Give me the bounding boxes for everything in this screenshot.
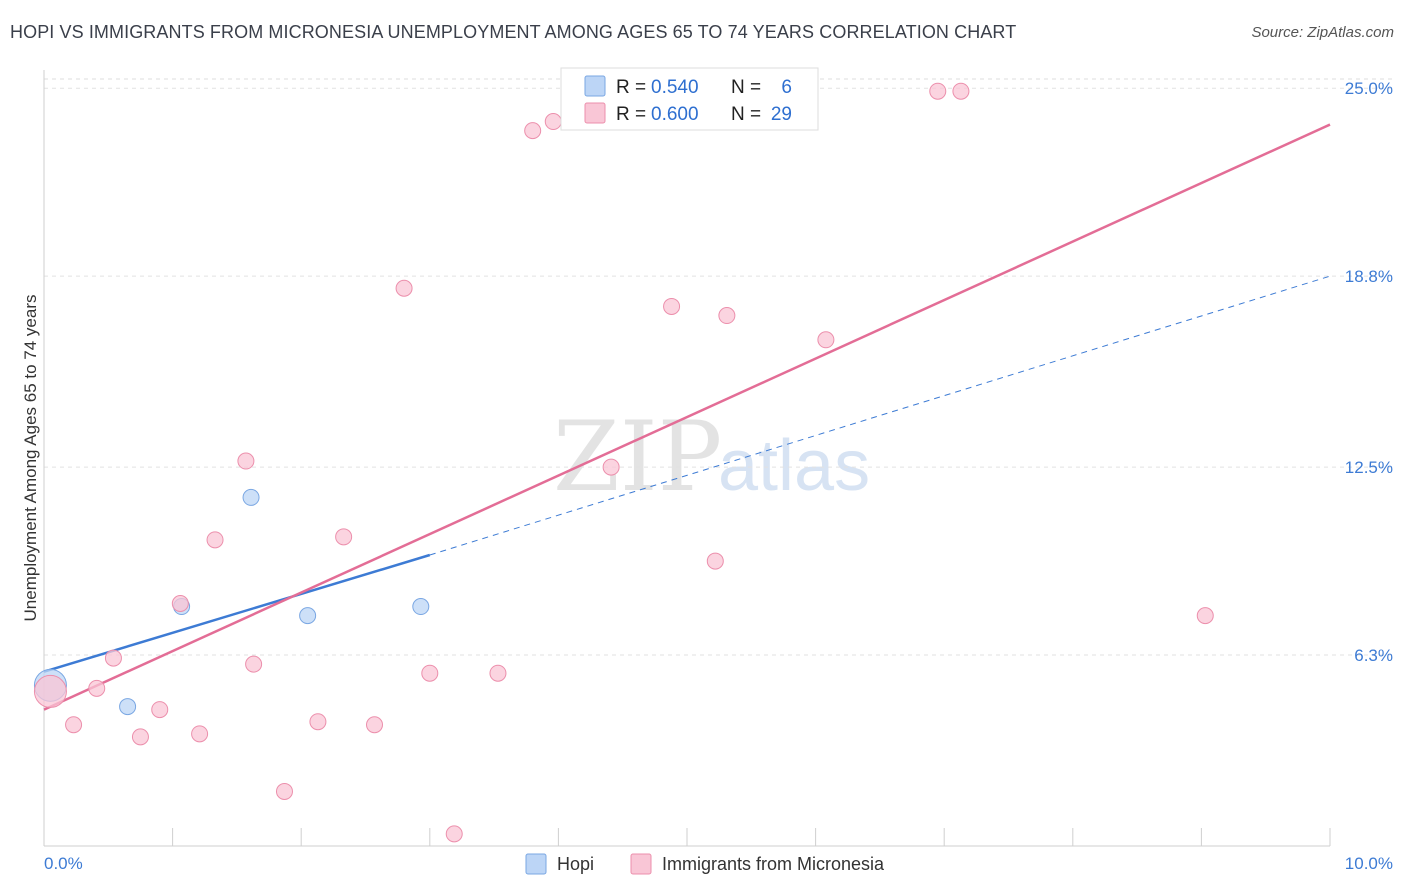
hopi-n-label: N =: [731, 77, 761, 98]
micronesia-point-17: [445, 825, 463, 843]
y-tick-label-2: 18.8%: [1345, 267, 1393, 286]
micronesia-point-21: [602, 458, 620, 476]
micronesia-point-12: [309, 713, 327, 731]
source-credit: Source: ZipAtlas.com: [1251, 24, 1394, 41]
data-points: [33, 82, 1214, 843]
watermark-zip: ZIP: [553, 401, 722, 513]
micronesia-point-23: [706, 552, 724, 570]
micronesia-point-4: [131, 728, 149, 746]
hopi-n-value: 6: [781, 77, 792, 98]
legend-hopi-swatch: [525, 853, 547, 875]
hopi-point-4: [299, 607, 317, 625]
trend-line-0: [43, 553, 431, 673]
tick-labels: 6.3% 12.5% 18.8% 25.0% 0.0% 10.0%: [44, 79, 1393, 873]
micronesia-point-24: [718, 307, 736, 325]
trend-line-1: [43, 123, 1331, 711]
axes: [43, 70, 1330, 847]
micronesia-point-16: [421, 664, 439, 682]
micronesia-point-27: [952, 82, 970, 100]
micronesia-n-value: 29: [771, 104, 792, 125]
micronesia-point-25: [817, 331, 835, 349]
micronesia-point-8: [206, 531, 224, 549]
hopi-swatch: [584, 75, 606, 97]
hopi-point-1: [119, 698, 137, 716]
x-tick-label-0: 0.0%: [44, 854, 83, 873]
y-tick-label-3: 25.0%: [1345, 79, 1393, 98]
legend-micronesia-label: Immigrants from Micronesia: [662, 854, 885, 874]
micronesia-point-15: [395, 279, 413, 297]
micronesia-point-5: [151, 701, 169, 719]
micronesia-r-value: 0.600: [651, 104, 699, 125]
hopi-point-5: [412, 598, 430, 616]
micronesia-point-0: [33, 674, 67, 708]
micronesia-point-11: [275, 782, 293, 800]
micronesia-point-6: [171, 595, 189, 612]
legend-hopi-label: Hopi: [557, 854, 594, 874]
hopi-r-value: 0.540: [651, 77, 699, 98]
trend-extension-0: [429, 275, 1331, 556]
micronesia-point-18: [489, 664, 507, 682]
micronesia-point-20: [544, 113, 562, 131]
legend-micronesia-swatch: [630, 853, 652, 875]
micronesia-point-26: [929, 82, 947, 100]
y-tick-label-1: 12.5%: [1345, 458, 1393, 477]
x-tick-label-1: 10.0%: [1345, 854, 1393, 873]
micronesia-point-7: [191, 725, 209, 743]
micronesia-point-10: [245, 655, 263, 673]
y-tick-label-0: 6.3%: [1354, 646, 1393, 665]
hopi-point-3: [242, 488, 260, 506]
micronesia-point-19: [524, 122, 542, 140]
chart-title: HOPI VS IMMIGRANTS FROM MICRONESIA UNEMP…: [10, 22, 1017, 42]
watermark-atlas: atlas: [718, 426, 870, 506]
micronesia-point-1: [65, 716, 83, 734]
micronesia-point-13: [335, 528, 353, 546]
y-axis-label: Unemployment Among Ages 65 to 74 years: [21, 295, 40, 622]
micronesia-n-label: N =: [731, 104, 761, 125]
hopi-r-label: R =: [616, 77, 646, 98]
micronesia-r-label: R =: [616, 104, 646, 125]
micronesia-point-9: [237, 452, 255, 470]
micronesia-point-2: [88, 679, 106, 697]
micronesia-swatch: [584, 102, 606, 124]
micronesia-point-22: [663, 297, 681, 315]
stats-legend: R = 0.540 N = 6 R = 0.600 N = 29: [560, 67, 819, 131]
micronesia-point-3: [104, 649, 122, 667]
trend-lines: [43, 123, 1331, 711]
micronesia-point-28: [1196, 607, 1214, 625]
series-legend: Hopi Immigrants from Micronesia: [525, 853, 885, 875]
micronesia-point-14: [366, 716, 384, 734]
